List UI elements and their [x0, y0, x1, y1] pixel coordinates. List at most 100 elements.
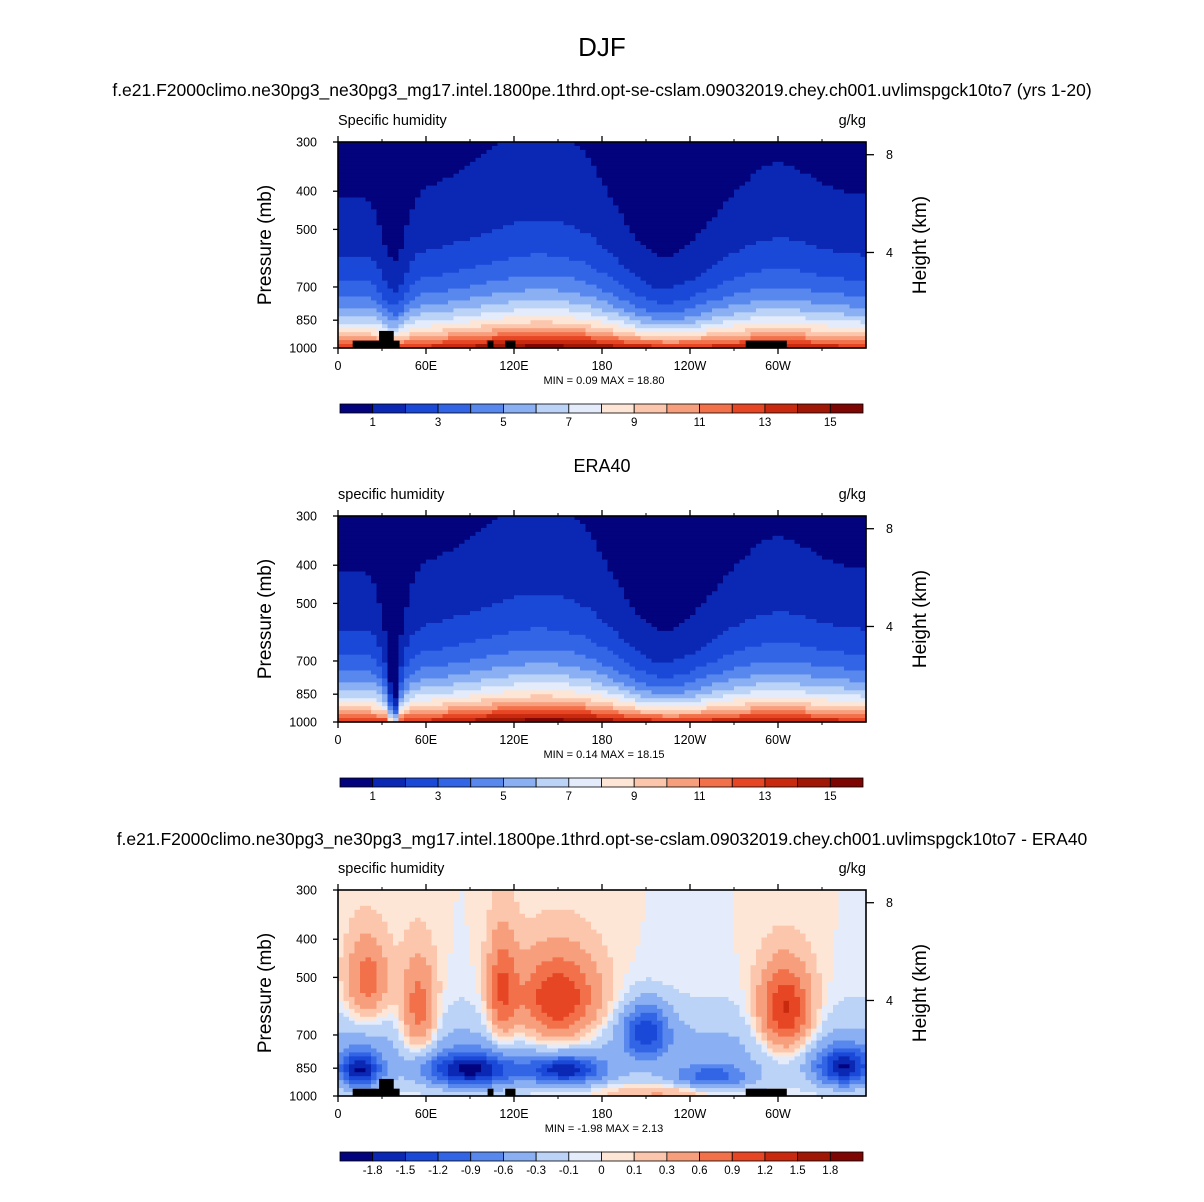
field-cell: [602, 933, 642, 939]
field-cell: [338, 615, 383, 620]
field-cell: [635, 272, 702, 278]
right-axis-title: Height (km): [910, 196, 931, 294]
field-cell: [420, 1048, 433, 1054]
field-cell: [481, 973, 488, 978]
field-cell: [481, 312, 592, 317]
field-cell: [860, 1068, 867, 1073]
field-cell: [794, 989, 807, 994]
field-cell: [805, 1060, 812, 1065]
field-cell: [695, 320, 724, 325]
field-cell: [662, 1052, 752, 1057]
field-cell: [442, 340, 488, 345]
field-cell: [404, 622, 427, 628]
field-cell: [404, 280, 416, 286]
field-cell: [338, 237, 383, 242]
field-cell: [492, 1064, 504, 1069]
field-cell: [816, 1056, 823, 1061]
field-cell: [464, 1076, 477, 1081]
field-cell: [415, 670, 471, 676]
x-tick-label: 60E: [415, 1107, 437, 1121]
field-cell: [734, 921, 840, 927]
field-cell: [805, 1036, 812, 1042]
field-cell: [613, 666, 636, 672]
field-cell: [382, 646, 389, 652]
field-cell: [673, 300, 708, 306]
field-cell: [646, 977, 653, 982]
field-cell: [591, 686, 620, 691]
field-cell: [602, 977, 614, 982]
field-cell: [453, 925, 471, 931]
diff-title: f.e21.F2000climo.ne30pg3_ne30pg3_mg17.in…: [117, 829, 1088, 850]
field-cell: [376, 965, 389, 970]
field-cell: [486, 340, 598, 345]
field-cell: [772, 977, 801, 982]
field-cell: [409, 209, 620, 214]
field-cell: [393, 933, 405, 939]
field-cell: [387, 977, 405, 982]
field-cell: [338, 296, 372, 302]
colorbar-label: 13: [759, 791, 772, 803]
field-cell: [514, 308, 570, 313]
field-cell: [811, 1064, 818, 1069]
field-cell: [442, 245, 603, 250]
field-cell: [635, 945, 735, 951]
field-cell: [338, 953, 345, 958]
field-cell: [431, 989, 444, 994]
field-cell: [536, 1036, 581, 1042]
right-tick-label: 4: [886, 620, 893, 634]
field-cell: [464, 909, 488, 915]
panel-subtitle: specific humidity: [338, 487, 445, 503]
field-cell: [756, 1012, 768, 1018]
field-cell: [382, 953, 416, 958]
field-cell: [349, 1004, 361, 1010]
right-axis-title: Height (km): [910, 570, 931, 668]
field-cell: [338, 1004, 345, 1010]
field-cell: [574, 961, 598, 966]
field-cell: [442, 996, 460, 1002]
field-cell: [338, 201, 372, 206]
field-cell: [580, 913, 647, 919]
field-cell: [431, 1024, 438, 1030]
field-cell: [415, 571, 614, 577]
field-cell: [767, 981, 801, 986]
y-tick-label: 700: [296, 654, 317, 668]
field-cell: [442, 1048, 493, 1054]
field-cell: [382, 233, 405, 238]
field-cell: [558, 288, 603, 294]
colorbar: 1 3 5 7 9 11 13 15: [339, 403, 864, 429]
field-cell: [376, 591, 411, 596]
field-cell: [387, 682, 394, 687]
field-cell: [569, 300, 609, 306]
field-cell: [343, 933, 361, 939]
field-cell: [393, 694, 400, 699]
field-cell: [453, 241, 598, 246]
field-cell: [497, 989, 510, 994]
field-cell: [800, 1064, 812, 1069]
field-cell: [816, 1032, 829, 1038]
field-cell: [778, 1060, 790, 1065]
field-cell: [503, 1068, 537, 1073]
field-cell: [596, 642, 631, 648]
field-cell: [525, 1004, 543, 1010]
field-cell: [376, 599, 411, 604]
field-cell: [860, 252, 867, 258]
field-cell: [470, 161, 592, 167]
panel-subtitle: specific humidity: [338, 861, 445, 877]
field-cell: [437, 1000, 444, 1006]
field-cell: [706, 300, 752, 306]
field-cell: [547, 1012, 570, 1018]
field-cell: [695, 237, 774, 242]
field-cell: [514, 1040, 526, 1046]
field-cell: [382, 296, 405, 302]
field-cell: [860, 1056, 867, 1061]
field-cell: [646, 654, 686, 660]
field-cell: [811, 981, 823, 986]
field-cell: [426, 622, 609, 628]
field-cell: [690, 670, 724, 676]
field-cell: [338, 622, 383, 628]
colorbar-label: 15: [824, 791, 837, 803]
field-cell: [816, 1028, 823, 1034]
field-cell: [794, 1040, 807, 1046]
field-cell: [723, 670, 867, 676]
field-cell: [822, 1080, 840, 1085]
